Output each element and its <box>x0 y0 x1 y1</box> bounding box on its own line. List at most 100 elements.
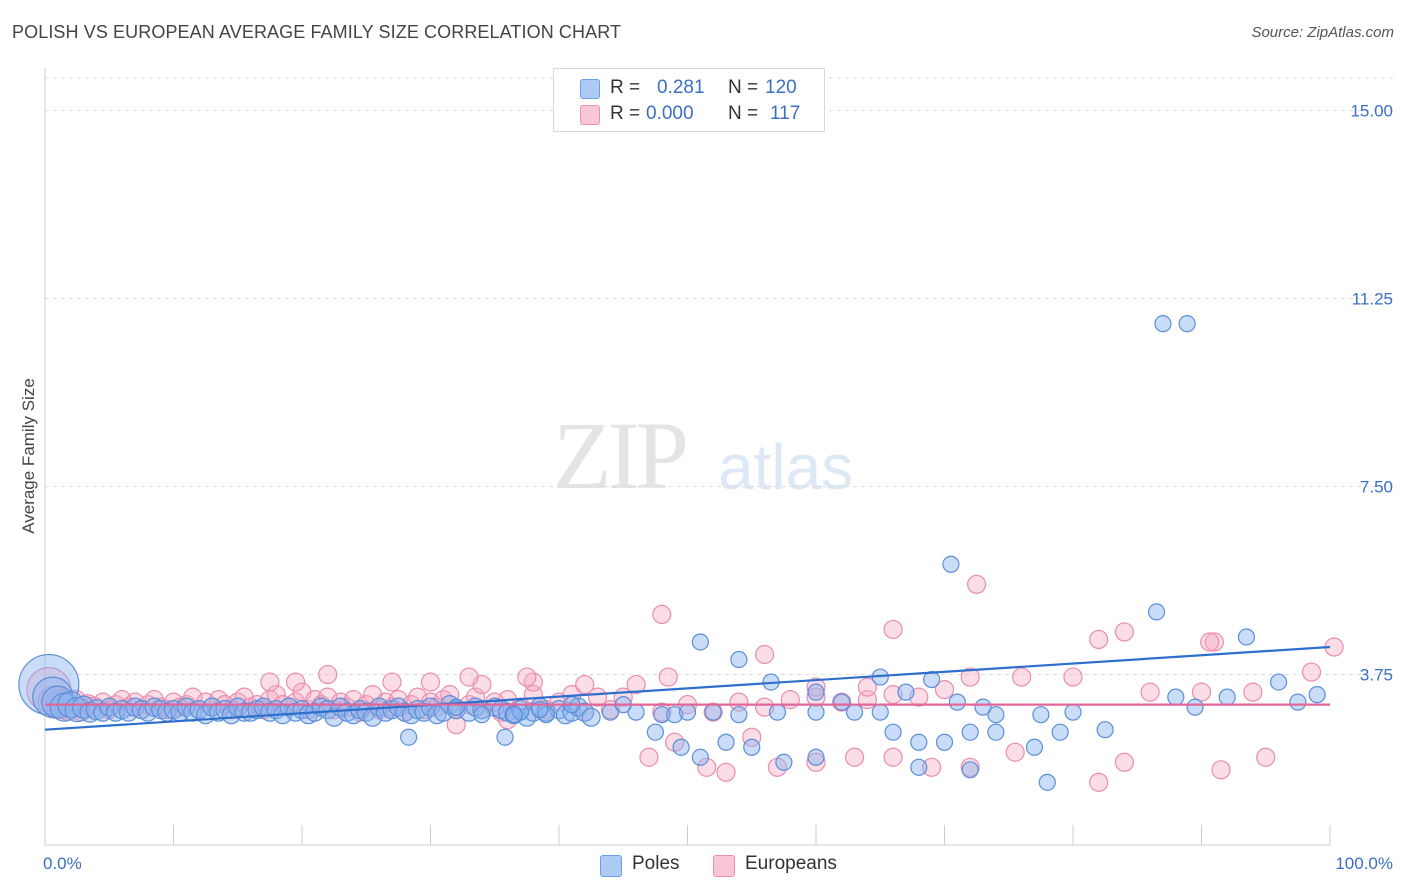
european-point <box>832 692 852 712</box>
poles-point <box>691 748 709 766</box>
european-point <box>523 672 543 692</box>
poles-point <box>1289 693 1307 711</box>
poles-point <box>1186 698 1204 716</box>
european-point <box>1191 682 1212 702</box>
european-point <box>1011 667 1032 687</box>
poles-swatch <box>580 79 600 99</box>
poles-point <box>1038 773 1056 791</box>
european-point <box>626 674 646 695</box>
european-point <box>1204 632 1224 652</box>
european-point <box>639 747 659 767</box>
r-value: 0.281 <box>657 77 705 98</box>
poles-point <box>1147 603 1166 621</box>
y-tick-label: 11.25 <box>1352 290 1393 309</box>
poles-point <box>897 683 915 701</box>
poles-point <box>704 703 722 721</box>
trend-lines <box>44 645 1331 731</box>
poles-point <box>1269 673 1288 691</box>
legend-series: Poles Europeans <box>0 852 1406 878</box>
poles-point <box>1025 738 1044 756</box>
poles-point <box>400 728 418 746</box>
poles-point <box>1167 688 1185 706</box>
legend-row-poles: R = 0.281 N = 120 <box>554 76 824 100</box>
poles-point <box>961 723 979 741</box>
european-point <box>967 574 987 594</box>
europeans-swatch <box>713 855 735 877</box>
legend-stats: R = 0.281 N = 120 R = 0.000 N = 117 <box>553 68 825 132</box>
r-value: 0.000 <box>646 103 694 124</box>
poles-point <box>581 707 601 727</box>
poles-trend-line <box>44 645 1331 731</box>
poles-point <box>1178 315 1196 333</box>
europeans-points <box>26 574 1344 792</box>
european-point <box>857 677 878 697</box>
european-point <box>697 757 717 777</box>
poles-point <box>324 707 344 727</box>
european-point <box>1063 667 1083 687</box>
european-point <box>1114 752 1135 772</box>
european-point <box>780 690 800 710</box>
poles-point <box>473 706 491 724</box>
source-credit: Source: ZipAtlas.com <box>1251 24 1394 41</box>
poles-point <box>1051 723 1069 741</box>
european-point <box>934 679 955 700</box>
poles-point <box>1308 686 1326 704</box>
poles-point <box>678 703 697 721</box>
n-value: 120 <box>765 77 797 98</box>
poles-point <box>1032 706 1050 724</box>
poles-point <box>420 697 441 717</box>
poles-point <box>568 697 588 717</box>
watermark-zip: ZIP <box>553 402 689 509</box>
poles-point <box>807 703 825 721</box>
poles-point <box>228 697 248 717</box>
poles-points <box>18 315 1326 791</box>
poles-point <box>18 653 80 716</box>
european-point <box>806 687 826 707</box>
legend-row-europeans: R = 0.000 N = 117 <box>554 102 824 126</box>
poles-point <box>730 706 748 724</box>
european-point <box>742 727 762 747</box>
european-point <box>806 677 826 697</box>
r-label: R = <box>610 77 641 98</box>
poles-point <box>672 738 690 756</box>
poles-point <box>666 706 684 724</box>
european-point <box>260 672 280 692</box>
poles-point <box>948 693 966 711</box>
europeans-swatch <box>580 105 600 125</box>
european-point <box>1211 760 1231 780</box>
european-point <box>1256 747 1276 767</box>
european-point <box>382 672 402 692</box>
poles-point <box>884 723 902 741</box>
european-point <box>285 672 306 692</box>
european-point <box>1243 682 1263 702</box>
y-axis-label: Average Family Size <box>19 378 38 534</box>
european-point <box>806 752 826 772</box>
european-point <box>652 604 672 625</box>
x-tick-label: 0.0% <box>43 854 82 873</box>
european-point <box>587 687 608 707</box>
european-point <box>575 674 595 695</box>
poles-point <box>1218 688 1236 706</box>
n-value: 117 <box>770 103 801 124</box>
european-point <box>844 747 865 767</box>
poles-point <box>871 703 889 721</box>
european-point <box>1140 682 1160 702</box>
legend-label: Poles <box>632 853 680 874</box>
watermark-atlas: atlas <box>718 431 854 503</box>
poles-point <box>833 693 851 711</box>
european-point <box>703 702 723 722</box>
x-tick-label: 100.0% <box>1335 854 1393 873</box>
poles-point <box>1237 628 1256 646</box>
poles-point <box>505 706 523 724</box>
european-point <box>922 757 942 777</box>
european-point <box>183 687 203 707</box>
poles-point <box>910 733 928 751</box>
european-point <box>1089 629 1109 650</box>
poles-point <box>1154 315 1172 333</box>
poles-point <box>935 733 954 751</box>
poles-point <box>974 698 992 716</box>
y-tick-label: 15.00 <box>1350 102 1393 121</box>
tick-labels: 3.75 7.50 11.25 15.00 0.0% 100.0% <box>43 102 1393 873</box>
european-point <box>716 762 736 782</box>
